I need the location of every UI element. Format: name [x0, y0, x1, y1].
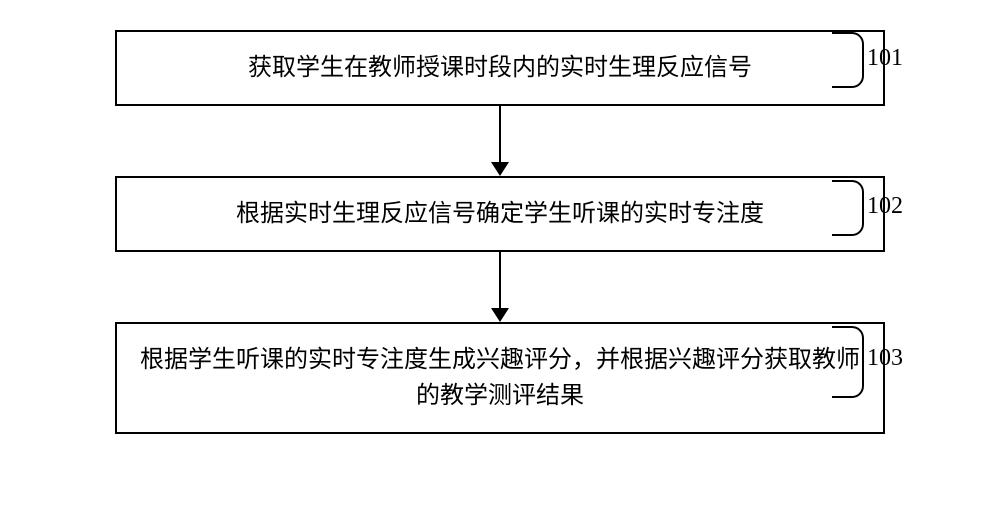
step-label-103: 103	[867, 345, 903, 372]
bracket-icon	[832, 180, 864, 208]
arrow-line	[499, 106, 501, 162]
step-text: 获取学生在教师授课时段内的实时生理反应信号	[248, 55, 752, 81]
step-label-102: 102	[867, 193, 903, 220]
bracket-icon	[832, 32, 864, 60]
arrow-head-icon	[491, 308, 509, 322]
arrow-2-to-3	[60, 252, 940, 322]
bracket-icon	[832, 362, 864, 398]
flowchart-step-2: 根据实时生理反应信号确定学生听课的实时专注度	[115, 176, 885, 252]
arrow-line	[499, 252, 501, 308]
bracket-icon	[832, 60, 864, 88]
bracket-icon	[832, 208, 864, 236]
flowchart-step-1: 获取学生在教师授课时段内的实时生理反应信号	[115, 30, 885, 106]
arrow-1-to-2	[60, 106, 940, 176]
step-label-101: 101	[867, 45, 903, 72]
flowchart-container: 获取学生在教师授课时段内的实时生理反应信号 根据实时生理反应信号确定学生听课的实…	[60, 30, 940, 434]
step-text: 根据学生听课的实时专注度生成兴趣评分，并根据兴趣评分获取教师的教学测评结果	[140, 347, 860, 409]
arrow-head-icon	[491, 162, 509, 176]
flowchart-step-3: 根据学生听课的实时专注度生成兴趣评分，并根据兴趣评分获取教师的教学测评结果	[115, 322, 885, 434]
step-text: 根据实时生理反应信号确定学生听课的实时专注度	[236, 201, 764, 227]
bracket-icon	[832, 326, 864, 362]
